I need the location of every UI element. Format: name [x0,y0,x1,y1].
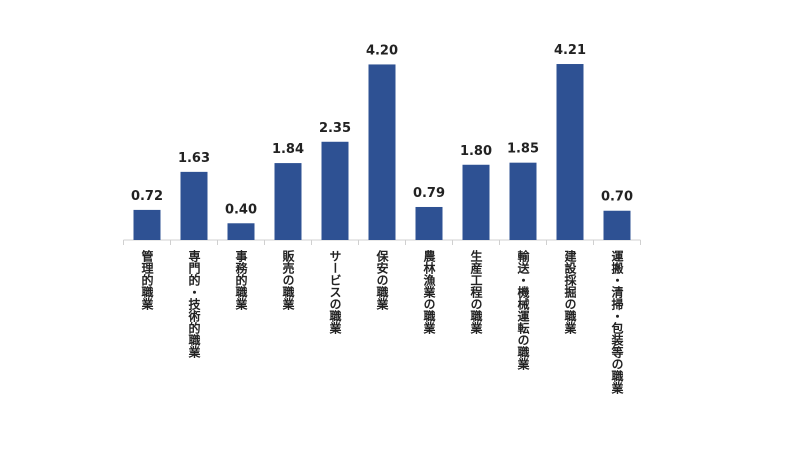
bar [274,163,302,240]
x-tick-label: 生産工程の職業 [469,249,483,335]
x-tick-label: 管理的職業 [140,249,154,311]
value-label: 4.21 [554,43,586,58]
bar [227,223,255,240]
x-tick-label: 輸送・機械運転の職業 [516,249,530,371]
x-tick-label: 保安の職業 [375,249,389,311]
value-label: 0.40 [225,202,257,217]
bar [603,210,631,240]
bar [509,162,537,240]
bar [556,64,584,240]
value-label: 0.70 [601,190,633,205]
value-label: 0.72 [131,189,163,204]
value-label: 2.35 [319,121,351,136]
bar [180,171,208,240]
bar [368,64,396,240]
x-tick-label: 建設採掘の職業 [563,249,577,335]
x-tick-label: サービスの職業 [328,250,342,335]
value-label: 1.80 [460,144,492,159]
value-label: 4.20 [366,43,398,58]
bar [462,164,490,240]
x-tick-label: 運搬・清掃・包装等の職業 [610,250,624,395]
bar [133,209,161,240]
bar [321,141,349,240]
x-tick-label: 販売の職業 [281,249,295,311]
value-label: 1.63 [178,151,210,166]
value-label: 0.79 [413,186,445,201]
x-tick-label: 事務的職業 [234,249,248,311]
value-label: 1.85 [507,142,539,157]
x-tick-label: 専門的・技術的職業 [187,249,201,359]
x-tick-label: 農林漁業の職業 [422,249,436,335]
bar [415,206,443,240]
value-label: 1.84 [272,142,304,157]
